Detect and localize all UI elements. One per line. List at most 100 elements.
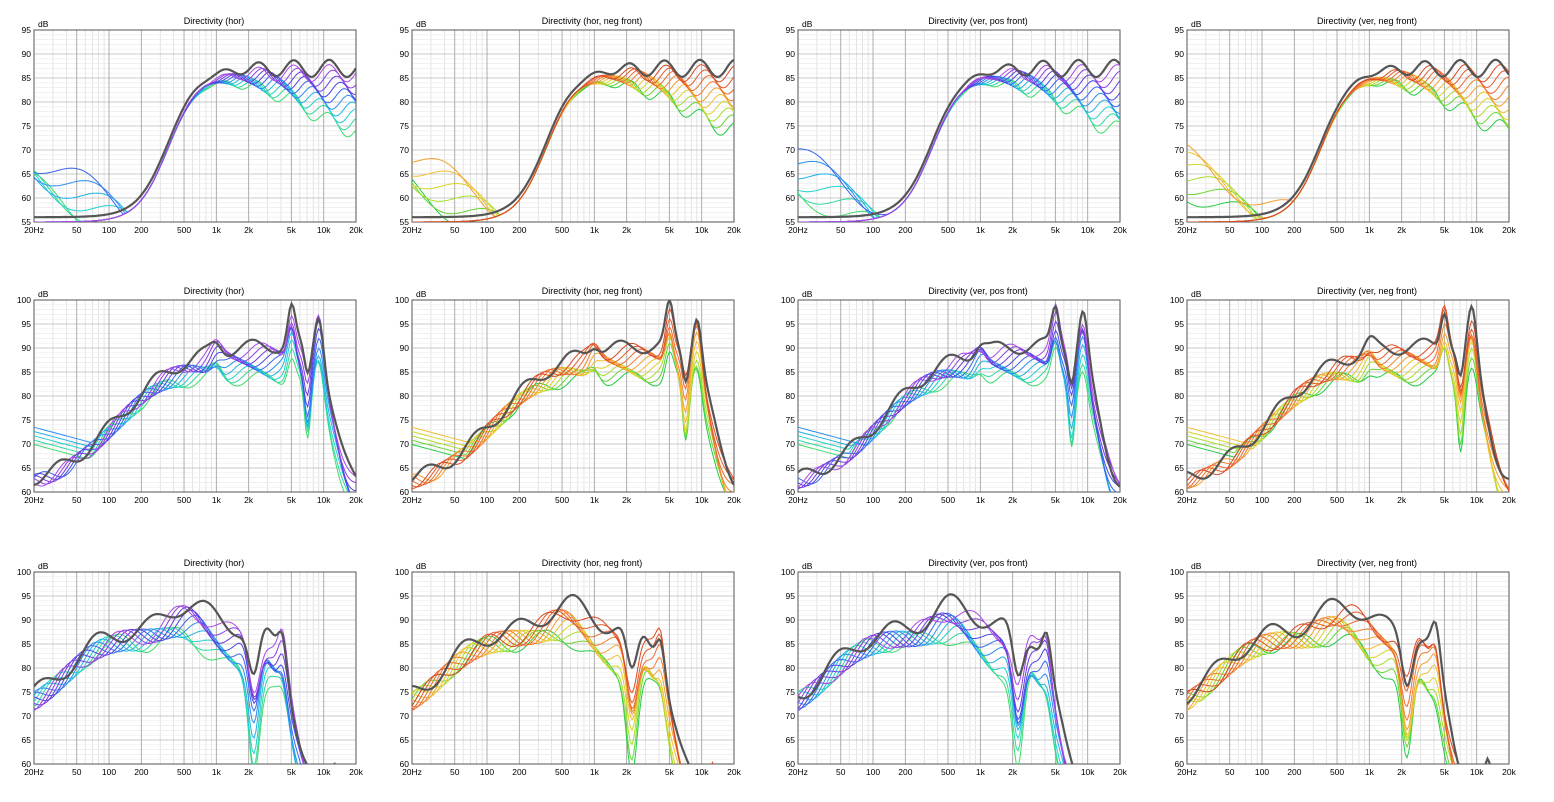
x-tick-label: 500 bbox=[941, 767, 955, 777]
y-tick-label: 65 bbox=[1175, 735, 1185, 745]
x-tick-label: 1k bbox=[590, 225, 600, 235]
y-tick-label: 75 bbox=[22, 415, 32, 425]
x-tick-label: 10k bbox=[1470, 767, 1484, 777]
x-tick-label: 200 bbox=[512, 767, 526, 777]
x-tick-label: 500 bbox=[941, 225, 955, 235]
y-tick-label: 80 bbox=[22, 97, 32, 107]
x-tick-label: 20k bbox=[1502, 225, 1516, 235]
y-tick-label: 90 bbox=[400, 343, 410, 353]
y-tick-label: 85 bbox=[786, 73, 796, 83]
x-tick-label: 10k bbox=[1470, 225, 1484, 235]
y-tick-label: 85 bbox=[22, 367, 32, 377]
x-tick-label: 20k bbox=[1113, 225, 1127, 235]
series-line bbox=[412, 609, 734, 802]
x-tick-label: 100 bbox=[866, 495, 880, 505]
y-tick-label: 95 bbox=[1175, 319, 1185, 329]
x-tick-label: 20Hz bbox=[1177, 767, 1197, 777]
x-tick-label: 100 bbox=[102, 495, 116, 505]
x-tick-label: 50 bbox=[450, 495, 460, 505]
x-tick-label: 50 bbox=[1225, 767, 1235, 777]
y-tick-label: 95 bbox=[22, 25, 32, 35]
x-tick-label: 1k bbox=[212, 225, 222, 235]
x-tick-label: 5k bbox=[1440, 495, 1450, 505]
series-line bbox=[798, 613, 1120, 802]
x-tick-label: 500 bbox=[1330, 767, 1344, 777]
x-tick-label: 20Hz bbox=[24, 767, 44, 777]
x-tick-label: 20Hz bbox=[788, 495, 808, 505]
x-tick-label: 5k bbox=[1051, 225, 1061, 235]
series-group bbox=[412, 300, 734, 512]
y-tick-label: 65 bbox=[400, 463, 410, 473]
x-tick-label: 500 bbox=[941, 495, 955, 505]
series-line bbox=[1187, 338, 1509, 495]
x-tick-label: 50 bbox=[72, 225, 82, 235]
x-tick-label: 20Hz bbox=[788, 767, 808, 777]
series-line bbox=[412, 319, 734, 487]
y-tick-label: 60 bbox=[786, 193, 796, 203]
x-tick-label: 100 bbox=[866, 225, 880, 235]
x-tick-label: 50 bbox=[836, 225, 846, 235]
x-tick-label: 2k bbox=[244, 225, 254, 235]
y-tick-label: 85 bbox=[400, 367, 410, 377]
y-tick-label: 75 bbox=[1175, 415, 1185, 425]
y-tick-label: 100 bbox=[781, 295, 795, 305]
y-tick-label: 75 bbox=[400, 687, 410, 697]
y-tick-label: 75 bbox=[1175, 121, 1185, 131]
y-tick-label: 80 bbox=[400, 391, 410, 401]
series-line bbox=[34, 606, 356, 802]
x-tick-label: 2k bbox=[1008, 225, 1018, 235]
y-tick-label: 90 bbox=[786, 343, 796, 353]
x-tick-label: 200 bbox=[898, 767, 912, 777]
x-tick-label: 20k bbox=[349, 767, 363, 777]
series-line bbox=[798, 613, 1120, 802]
x-tick-label: 500 bbox=[555, 225, 569, 235]
y-tick-label: 95 bbox=[786, 25, 796, 35]
y-tick-label: 60 bbox=[1175, 193, 1185, 203]
series-line bbox=[34, 606, 356, 802]
x-tick-label: 10k bbox=[317, 767, 331, 777]
x-tick-label: 50 bbox=[450, 225, 460, 235]
y-tick-label: 100 bbox=[781, 567, 795, 577]
y-tick-label: 70 bbox=[400, 145, 410, 155]
x-tick-label: 20k bbox=[727, 495, 741, 505]
y-tick-label: 80 bbox=[1175, 663, 1185, 673]
y-tick-label: 95 bbox=[786, 591, 796, 601]
x-tick-label: 1k bbox=[976, 495, 986, 505]
y-tick-label: 95 bbox=[22, 319, 32, 329]
x-tick-label: 1k bbox=[590, 767, 600, 777]
y-tick-label: 85 bbox=[786, 639, 796, 649]
x-tick-label: 100 bbox=[480, 767, 494, 777]
y-tick-label: 65 bbox=[22, 169, 32, 179]
x-tick-label: 1k bbox=[976, 225, 986, 235]
y-tick-label: 95 bbox=[1175, 591, 1185, 601]
x-tick-label: 2k bbox=[1008, 767, 1018, 777]
y-tick-label: 65 bbox=[1175, 169, 1185, 179]
y-tick-label: 100 bbox=[1170, 295, 1184, 305]
x-tick-label: 10k bbox=[695, 767, 709, 777]
y-tick-label: 80 bbox=[22, 663, 32, 673]
x-tick-label: 2k bbox=[1397, 767, 1407, 777]
x-tick-label: 20k bbox=[349, 495, 363, 505]
x-tick-label: 50 bbox=[72, 767, 82, 777]
x-tick-label: 100 bbox=[480, 495, 494, 505]
x-tick-label: 200 bbox=[1287, 225, 1301, 235]
y-tick-label: 90 bbox=[22, 615, 32, 625]
x-tick-label: 200 bbox=[898, 495, 912, 505]
x-tick-label: 500 bbox=[1330, 225, 1344, 235]
y-tick-label: 85 bbox=[400, 639, 410, 649]
series-group bbox=[798, 594, 1120, 802]
x-tick-label: 100 bbox=[1255, 225, 1269, 235]
series-line bbox=[34, 607, 356, 802]
y-tick-label: 75 bbox=[400, 121, 410, 131]
x-tick-label: 100 bbox=[1255, 767, 1269, 777]
x-tick-label: 1k bbox=[590, 495, 600, 505]
y-tick-label: 80 bbox=[786, 663, 796, 673]
x-tick-label: 10k bbox=[695, 225, 709, 235]
